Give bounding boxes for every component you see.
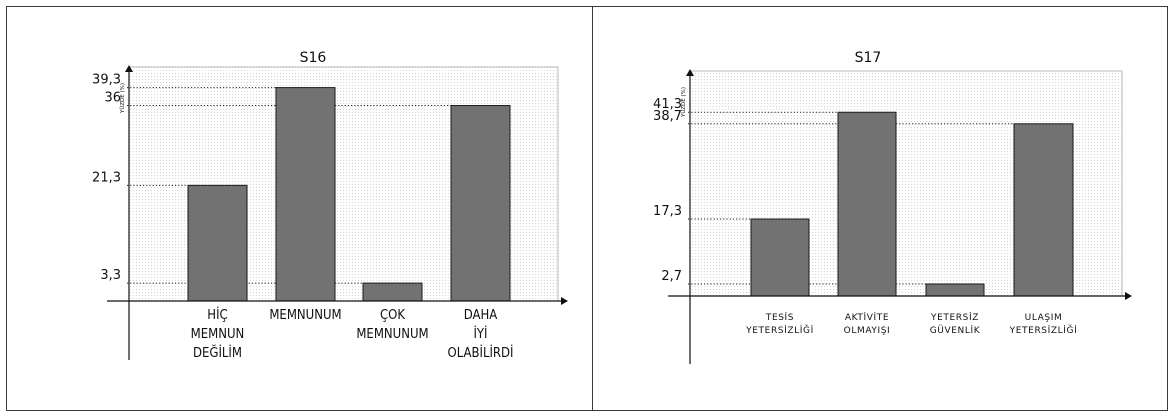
y-tick-label: 3,3	[100, 268, 121, 283]
x-tick-label: ÇOK MEMNUNUM	[356, 308, 428, 342]
bar	[187, 184, 248, 302]
y-tick-label: 39,3	[92, 73, 121, 88]
chart-title: S17	[855, 50, 882, 66]
x-tick-label: AKTİVİTE OLMAYIŞI	[844, 312, 891, 336]
y-axis-label: YÜZDE (%)	[119, 83, 126, 114]
bar	[925, 283, 985, 297]
y-tick-label: 17,3	[653, 204, 682, 219]
chart-title: S16	[300, 50, 327, 66]
y-tick-label: 38,7	[653, 109, 682, 124]
y-tick-label: 41,3	[653, 97, 682, 112]
bar	[1013, 123, 1074, 297]
chart-s17: S17 YÜZDE (%) 17,3 41,3 2,7 38,7 TESİS YETERSİZ…	[653, 50, 1132, 364]
chart-panel-s17: S17 YÜZDE (%) 17,3 41,3 2,7 38,7 TESİS YETERSİZ…	[592, 6, 1168, 411]
x-axis-arrow	[1125, 292, 1132, 300]
bar	[362, 282, 423, 302]
bar	[450, 105, 511, 302]
x-tick-label: MEMNUNUM	[269, 308, 341, 323]
chart-s16: S16 YÜZDE (%) 21,3 39,3 3,3 36 HİÇ MEMNUN DEĞİLİ…	[92, 50, 568, 361]
x-tick-label: DAHA İYİ OLABİLİRDİ	[447, 308, 513, 361]
x-tick-label: TESİS YETERSİZLİĞİ	[745, 312, 814, 336]
x-axis-arrow	[561, 297, 568, 305]
x-tick-label: HİÇ MEMNUN DEĞİLİM	[191, 307, 245, 361]
bar	[275, 87, 336, 302]
x-tick-label: ULAŞIM YETERSİZLİĞİ	[1009, 313, 1078, 336]
y-tick-label: 36	[104, 91, 121, 106]
y-tick-label: 2,7	[661, 269, 682, 284]
y-axis-arrow	[686, 69, 694, 76]
bar	[750, 218, 810, 297]
y-axis-arrow	[125, 65, 133, 72]
bar	[837, 111, 897, 297]
y-axis-label: YÜZDE (%)	[680, 87, 687, 118]
y-tick-label: 21,3	[92, 170, 121, 185]
chart-panel-s16: S16 YÜZDE (%) 21,3 39,3 3,3 36 HİÇ MEMNUN DEĞİLİ…	[6, 6, 593, 411]
x-tick-label: YETERSİZ GÜVENLİK	[930, 312, 981, 336]
